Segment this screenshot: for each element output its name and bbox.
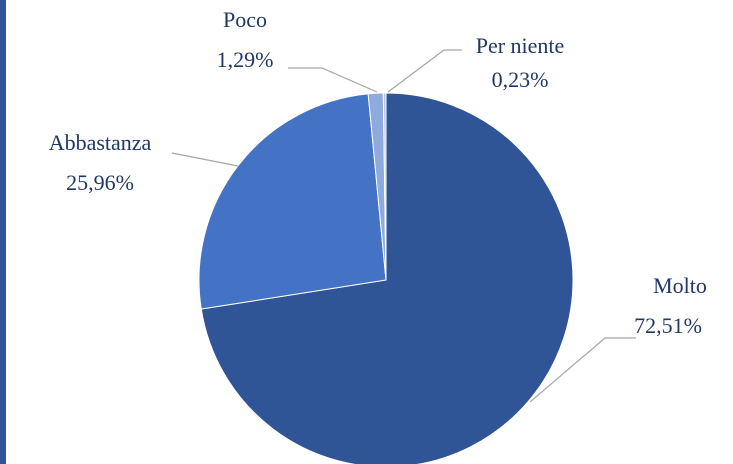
leader-line bbox=[288, 67, 378, 93]
slice-value-label: 72,51% bbox=[634, 313, 702, 338]
pie bbox=[198, 92, 574, 464]
slice-name: Abbastanza bbox=[49, 130, 152, 155]
pie-slice bbox=[382, 92, 387, 281]
left-border bbox=[0, 0, 6, 464]
labels: Molto 72,51% Abbastanza 25,96% Poco 1,29% Per … bbox=[49, 7, 707, 403]
slice-name: Poco bbox=[223, 7, 267, 32]
slice-name: Molto bbox=[653, 273, 707, 298]
leader-line bbox=[529, 337, 636, 403]
pie-slice bbox=[200, 92, 574, 464]
slice-value-label: 1,29% bbox=[217, 47, 274, 72]
slice-value-label: 25,96% bbox=[66, 170, 134, 195]
pie-slice bbox=[198, 93, 387, 310]
slice-value-label: 0,23% bbox=[492, 67, 549, 92]
leader-line bbox=[387, 49, 462, 93]
slice-name: Per niente bbox=[476, 33, 565, 58]
leader-line bbox=[171, 152, 239, 167]
